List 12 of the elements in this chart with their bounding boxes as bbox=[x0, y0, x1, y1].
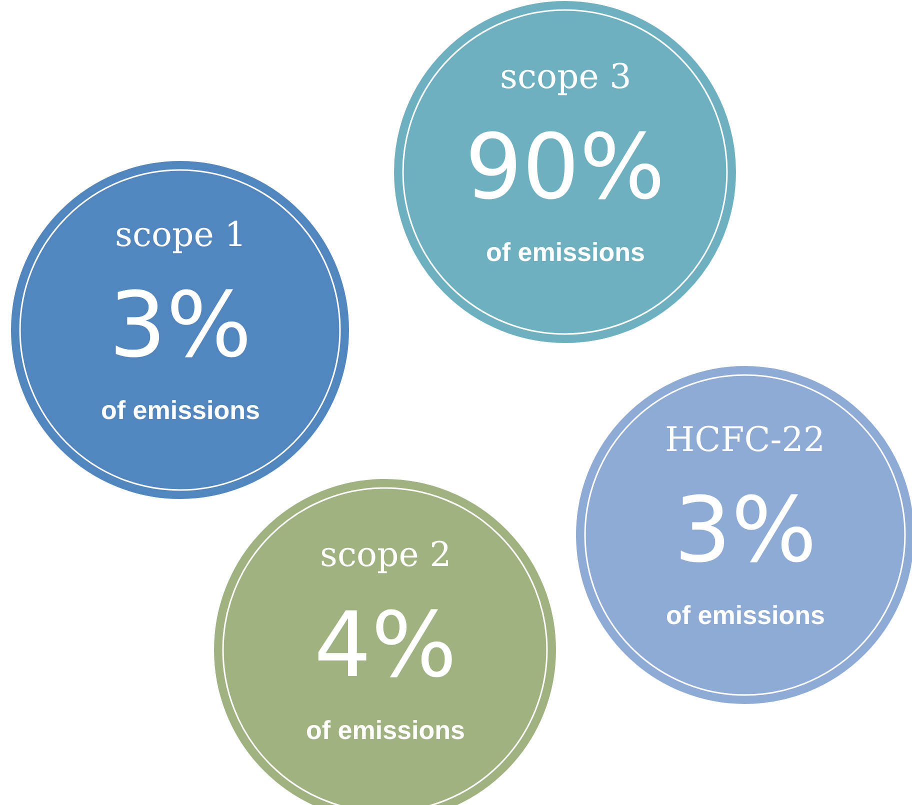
category-label: scope 3 bbox=[500, 57, 632, 97]
data-label: 90% bbox=[465, 115, 666, 220]
category-label: scope 1 bbox=[115, 215, 246, 255]
category-label: scope 2 bbox=[320, 535, 452, 575]
data-label: 4% bbox=[314, 593, 457, 698]
text: of emissions bbox=[101, 395, 260, 425]
text: of emissions bbox=[306, 715, 465, 745]
category-label: HCFC-22 bbox=[665, 420, 826, 460]
data-label: 3% bbox=[674, 478, 817, 583]
text: of emissions bbox=[486, 237, 645, 267]
data-label: 3% bbox=[109, 273, 252, 378]
text: of emissions bbox=[666, 600, 825, 630]
